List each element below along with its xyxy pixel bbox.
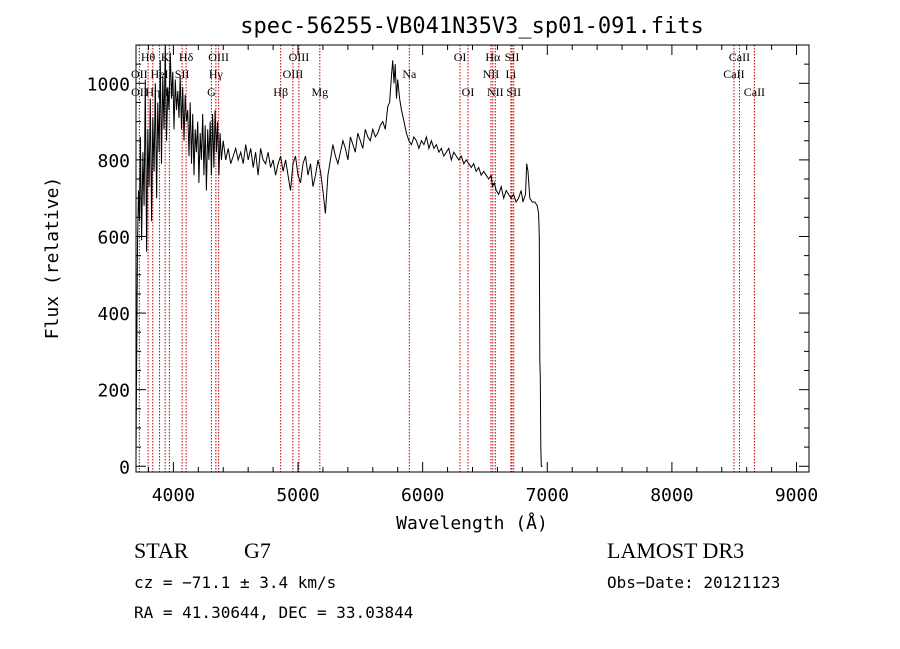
spectral-line-label: CaII	[723, 67, 744, 81]
spectral-line-label: OI	[462, 85, 475, 99]
x-tick-label: 5000	[276, 485, 319, 506]
spectral-line-label: Na	[402, 67, 417, 81]
y-tick-label: 0	[119, 457, 130, 478]
emission-lines	[138, 45, 755, 472]
spectral-line-label: NII	[487, 85, 504, 99]
y-tick-label: 800	[97, 151, 130, 172]
y-tick-label: 400	[97, 304, 130, 325]
spectral-line-label: Hβ	[273, 85, 288, 99]
x-tick-label: 4000	[152, 485, 195, 506]
spectral-line-label: Li	[506, 67, 517, 81]
chart-title: spec-56255-VB041N35V3_sp01-091.fits	[240, 14, 704, 39]
spectral-line-label: OIII	[283, 67, 304, 81]
spectral-line-label: SII	[506, 85, 521, 99]
y-tick-label: 200	[97, 381, 130, 402]
survey-name: LAMOST DR3	[607, 538, 745, 563]
spectral-line-label: OIII	[208, 50, 229, 64]
spectral-line-label: HeI	[151, 67, 169, 81]
y-tick-label: 1000	[87, 74, 130, 95]
plot-frame	[135, 44, 810, 473]
flux-series-line	[135, 44, 543, 467]
x-tick-label: 7000	[526, 485, 569, 506]
spectral-line-label: OII	[131, 85, 148, 99]
obs-date-text: Obs−Date: 20121123	[607, 573, 781, 592]
object-type: STAR	[134, 538, 189, 563]
x-tick-label: 6000	[401, 485, 444, 506]
spectral-line-label: CaII	[744, 85, 765, 99]
radec-text: RA = 41.30644, DEC = 33.03844	[134, 603, 414, 622]
spectral-line-label: NII	[483, 67, 500, 81]
y-tick-label: 600	[97, 227, 130, 248]
spectral-line-label: OII	[131, 67, 148, 81]
x-axis-ticks: 4000 5000 6000 7000 8000 9000	[147, 45, 818, 506]
spectral-line-label: G	[207, 85, 216, 99]
spectral-line-label: Hγ	[209, 67, 224, 81]
spectral-line-label: CaII	[729, 50, 750, 64]
spectral-line-label: OIII	[289, 50, 310, 64]
y-axis-label: Flux (relative)	[42, 177, 63, 340]
spectral-line-label: Hα	[485, 50, 501, 64]
x-axis-label: Wavelength (Å)	[396, 512, 548, 534]
x-tick-label: 8000	[650, 485, 693, 506]
spectral-line-label: OI	[454, 50, 467, 64]
x-tick-label: 9000	[775, 485, 818, 506]
spectral-line-label: SII	[505, 50, 520, 64]
spectral-line-label: Hη	[145, 85, 160, 99]
redshift-text: cz = −71.1 ± 3.4 km/s	[134, 573, 337, 592]
object-subclass: G7	[244, 538, 271, 563]
spectral-line-label: Mg	[311, 85, 328, 99]
spectral-line-label: Hδ	[179, 50, 194, 64]
spectral-line-label: SII	[175, 67, 190, 81]
spectral-line-label: Hθ	[141, 50, 156, 64]
y-axis-ticks: 0 200 400 600 800 1000	[87, 63, 809, 478]
